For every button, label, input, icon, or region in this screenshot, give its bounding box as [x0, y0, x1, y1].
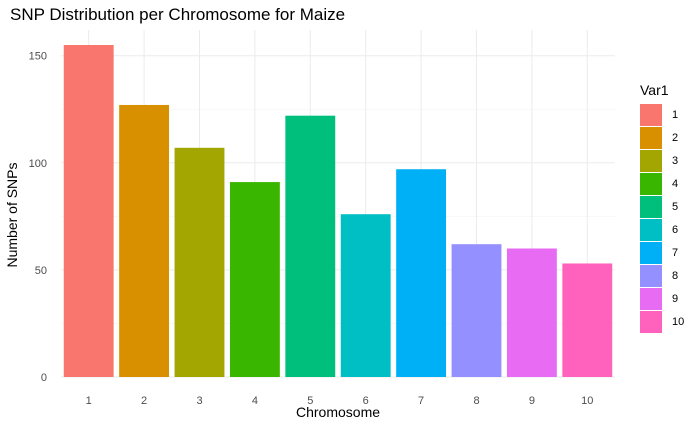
legend-label: 9 — [672, 292, 679, 305]
bar-4 — [229, 182, 280, 377]
legend-key-swatch — [640, 264, 662, 287]
legend-label: 6 — [672, 223, 679, 236]
legend-item: 1 — [640, 103, 684, 126]
x-tick-label: 6 — [363, 395, 369, 407]
legend-key-swatch — [640, 103, 662, 126]
bar-5 — [285, 115, 336, 377]
bar-2 — [119, 104, 170, 377]
legend-item: 10 — [640, 310, 684, 333]
x-tick-label: 9 — [529, 395, 535, 407]
x-tick-label: 10 — [581, 395, 593, 407]
legend-key-swatch — [640, 195, 662, 218]
legend-item: 4 — [640, 172, 684, 195]
bar-6 — [340, 214, 391, 377]
chart-title: SNP Distribution per Chromosome for Maiz… — [10, 5, 346, 24]
legend-item: 9 — [640, 287, 684, 310]
bar-8 — [451, 244, 502, 377]
legend-key-swatch — [640, 172, 662, 195]
x-tick-label: 5 — [307, 395, 313, 407]
legend-key-swatch — [640, 149, 662, 172]
legend-key-swatch — [640, 218, 662, 241]
legend-label: 3 — [672, 154, 679, 167]
legend-key-swatch — [640, 241, 662, 264]
legend-item: 7 — [640, 241, 684, 264]
legend-label: 2 — [672, 131, 679, 144]
x-tick-label: 3 — [196, 395, 202, 407]
y-tick-label: 0 — [41, 372, 47, 384]
legend-key-swatch — [640, 287, 662, 310]
legend-item: 6 — [640, 218, 684, 241]
bar-1 — [63, 44, 114, 377]
bar-10 — [562, 263, 613, 377]
x-tick-label: 2 — [141, 395, 147, 407]
legend-label: 5 — [672, 200, 679, 213]
legend-item: 5 — [640, 195, 684, 218]
y-tick-label: 50 — [35, 265, 47, 277]
legend-title: Var1 — [640, 82, 669, 98]
legend-label: 8 — [672, 269, 679, 282]
bar-9 — [506, 248, 557, 377]
bar-3 — [174, 147, 225, 377]
y-tick-label: 150 — [29, 51, 47, 63]
legend-label: 1 — [672, 108, 679, 121]
legend-label: 4 — [672, 177, 679, 190]
x-tick-label: 4 — [252, 395, 258, 407]
legend: Var1 1 2 3 4 5 6 7 8 9 10 — [640, 82, 684, 333]
legend-key-swatch — [640, 310, 662, 333]
bar-7 — [396, 169, 447, 377]
y-axis-title-text: Number of SNPs — [4, 162, 20, 268]
x-tick-label: 8 — [473, 395, 479, 407]
legend-key-swatch — [640, 126, 662, 149]
y-axis-title: Number of SNPs — [2, 145, 22, 285]
legend-label: 10 — [672, 315, 685, 328]
x-tick-label: 7 — [418, 395, 424, 407]
y-tick-labels: 0 50 100 150 — [29, 51, 47, 384]
x-tick-labels: 1 2 3 4 5 6 7 8 9 10 — [86, 395, 594, 407]
x-tick-label: 1 — [86, 395, 92, 407]
legend-item: 8 — [640, 264, 684, 287]
legend-label: 7 — [672, 246, 679, 259]
legend-item: 2 — [640, 126, 684, 149]
legend-items: 1 2 3 4 5 6 7 8 9 10 — [640, 103, 684, 333]
bars — [63, 44, 613, 377]
x-axis-title: Chromosome — [295, 404, 381, 420]
legend-item: 3 — [640, 149, 684, 172]
y-tick-label: 100 — [29, 158, 47, 170]
